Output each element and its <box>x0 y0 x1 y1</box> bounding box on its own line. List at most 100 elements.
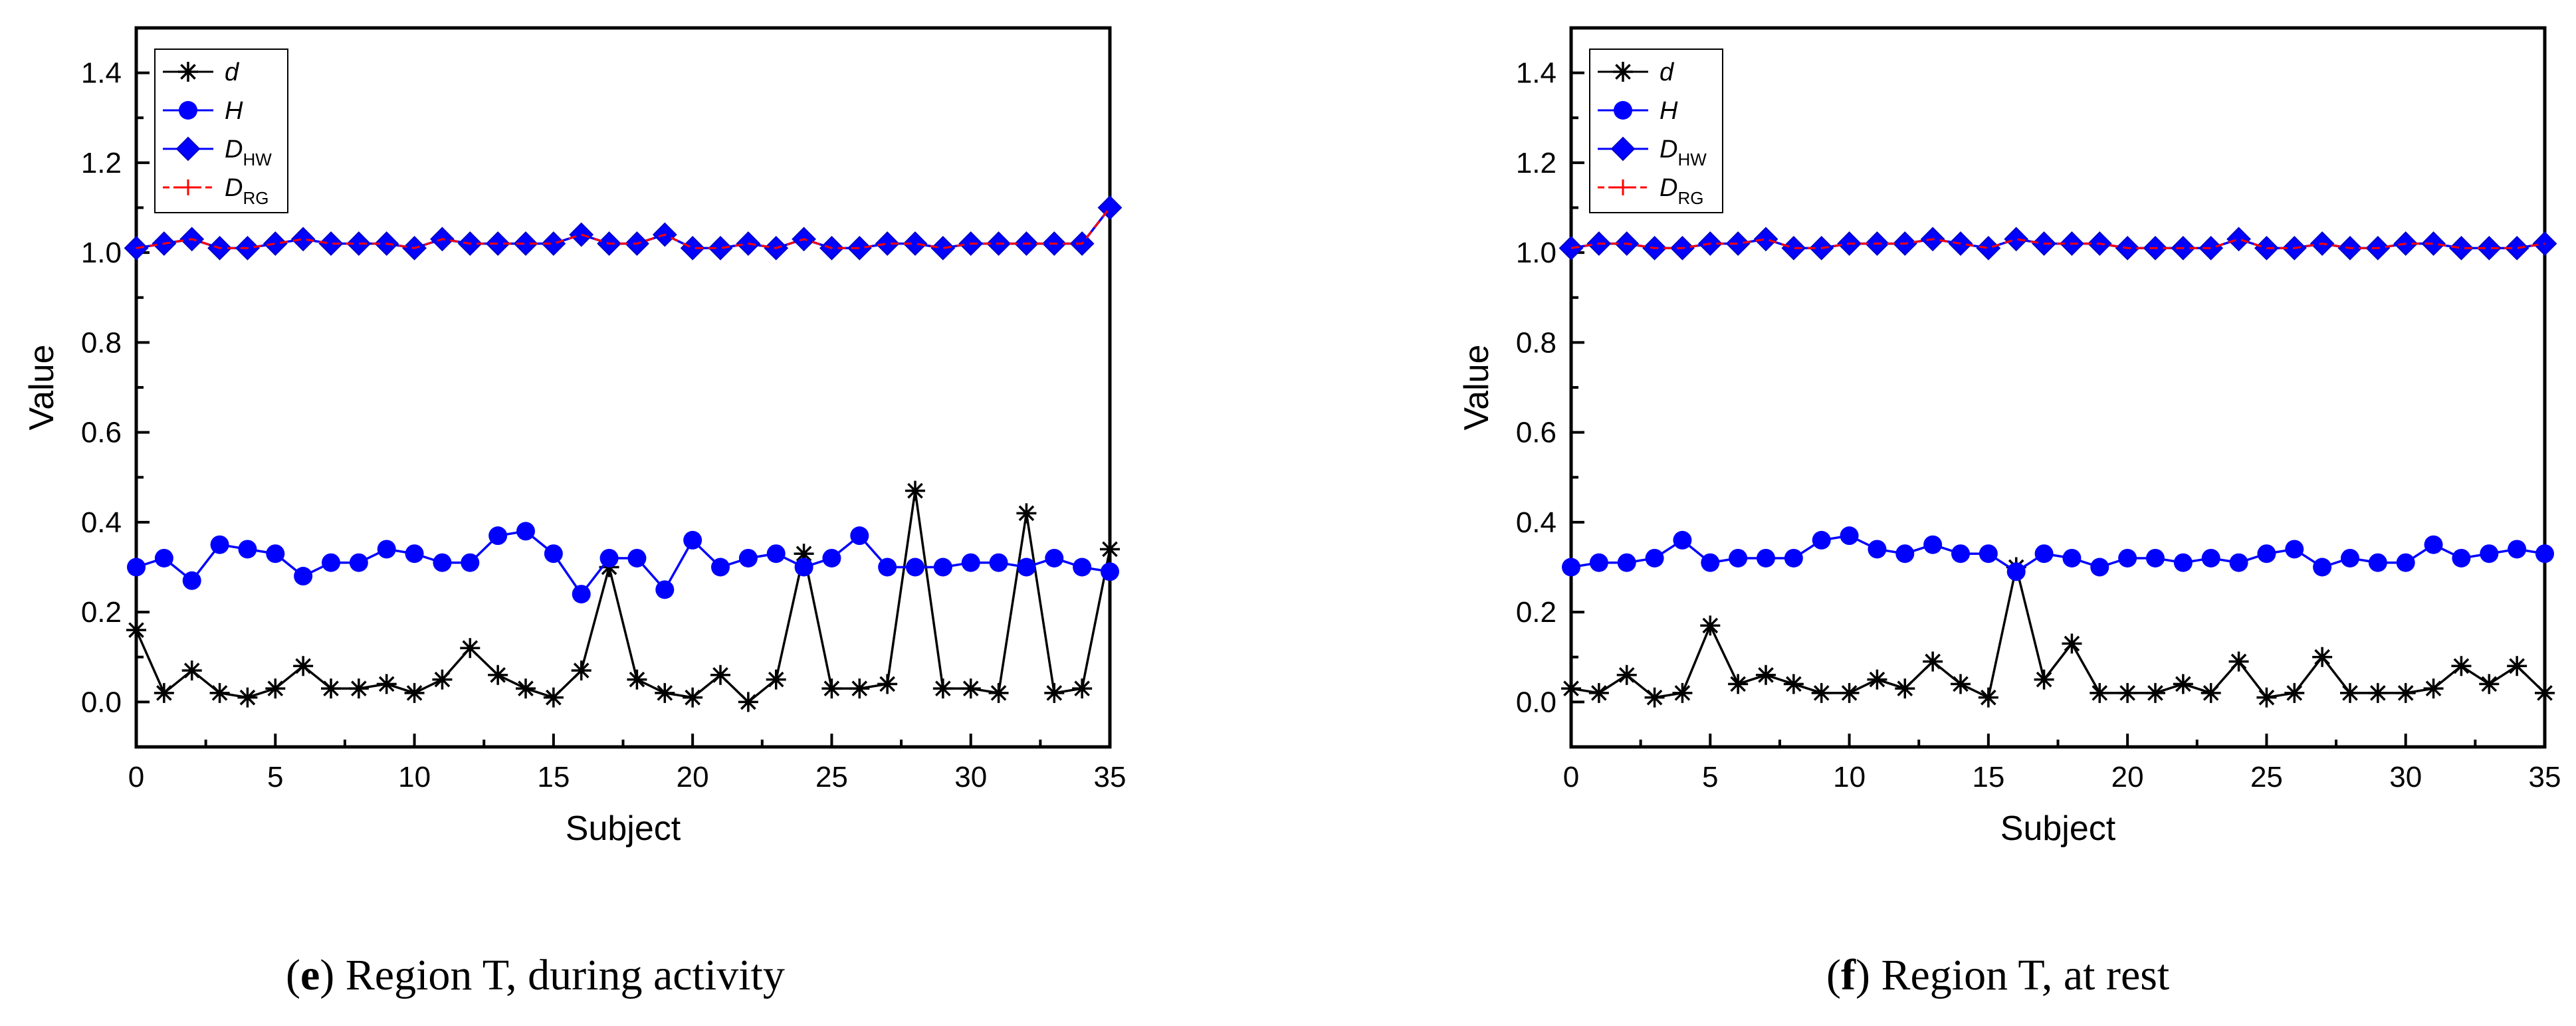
data-point <box>1017 558 1036 577</box>
data-point <box>2476 235 2502 260</box>
data-point <box>1672 682 1693 703</box>
data-point <box>2452 548 2471 567</box>
data-point <box>488 665 508 685</box>
data-point <box>2173 553 2193 572</box>
data-point <box>683 687 703 708</box>
y-tick-label: 1.2 <box>81 147 122 179</box>
data-point <box>237 687 258 708</box>
y-tick-label: 0.4 <box>81 506 122 539</box>
data-point <box>2145 682 2165 703</box>
series-line <box>135 490 1111 704</box>
x-axis-title: Subject <box>2000 809 2116 848</box>
data-point <box>460 638 481 659</box>
data-point <box>293 656 314 676</box>
chart-panel-f: 0.0 0.2 0.4 0.6 0.8 1.0 1.2 1.4 0 5 10 15 20 25 30 35 Su… <box>1457 26 2561 848</box>
data-point <box>599 548 619 567</box>
data-point <box>1589 553 1608 572</box>
data-point <box>1562 558 1580 577</box>
legend-label: d <box>1660 58 1675 86</box>
data-point <box>1979 544 1998 564</box>
series-DHW <box>1558 227 2557 260</box>
y-tick-label: 0.0 <box>1516 686 1556 718</box>
legend-box <box>154 49 288 213</box>
data-point <box>933 558 952 577</box>
data-point <box>1811 682 1832 703</box>
data-point <box>1756 665 1776 685</box>
data-point <box>903 231 928 256</box>
legend-marker <box>1615 179 1631 195</box>
data-point <box>1725 231 1751 256</box>
data-point <box>1840 526 1859 546</box>
data-point <box>1072 678 1093 699</box>
data-point <box>2118 548 2137 567</box>
data-point <box>2421 231 2446 256</box>
data-point <box>569 222 594 247</box>
data-point <box>1100 539 1120 560</box>
legend-marker <box>180 179 196 195</box>
data-point <box>376 674 397 694</box>
data-point <box>1951 544 1970 564</box>
data-point <box>2034 669 2054 690</box>
legend-marker <box>178 62 198 82</box>
data-point <box>2090 558 2109 577</box>
x-axis-title: Subject <box>566 809 681 848</box>
legend-label: d <box>225 58 240 86</box>
caption-f: (f) Region T, at rest <box>1826 951 2170 999</box>
data-point <box>2449 235 2474 260</box>
data-point <box>2508 540 2527 559</box>
data-point <box>932 678 953 699</box>
chart-panel-e: 0.0 0.2 0.4 0.6 0.8 1.0 1.2 1.4 0 5 10 15 20 25 30 35 Su… <box>23 26 1126 848</box>
data-point <box>2451 656 2472 676</box>
data-point <box>1978 687 1998 708</box>
x-tick-label: 10 <box>398 761 431 793</box>
data-point <box>571 661 591 681</box>
x-tick-label: 20 <box>677 761 709 793</box>
x-tick-label: 30 <box>2389 761 2422 793</box>
data-point <box>1895 678 1915 699</box>
data-point <box>738 692 758 712</box>
legend-marker <box>1610 136 1636 161</box>
y-tick-label: 0.8 <box>1516 326 1556 359</box>
data-point <box>1753 227 1778 252</box>
data-point <box>294 567 313 586</box>
data-point <box>346 231 372 256</box>
data-point <box>850 526 869 546</box>
data-point <box>1645 548 1664 567</box>
data-point <box>2480 544 2499 564</box>
data-point <box>2229 553 2248 572</box>
data-point <box>989 553 1008 572</box>
data-point <box>543 687 564 708</box>
data-point <box>2117 682 2138 703</box>
data-point <box>1073 558 1092 577</box>
data-point <box>1923 535 1943 554</box>
y-axis-title: Value <box>23 344 61 430</box>
data-point <box>2368 553 2387 572</box>
series-DRG <box>1570 238 2545 249</box>
data-point <box>2424 535 2443 554</box>
data-point <box>988 682 1009 703</box>
data-point <box>738 548 758 567</box>
data-point <box>2006 562 2026 581</box>
data-point <box>822 548 841 567</box>
data-point <box>1729 548 1748 567</box>
x-tick-label: 25 <box>2250 761 2283 793</box>
data-point <box>181 661 202 681</box>
data-point <box>906 558 924 577</box>
data-point <box>377 540 396 559</box>
data-point <box>821 678 842 699</box>
data-point <box>1701 553 1720 572</box>
data-point <box>627 669 647 690</box>
data-point <box>683 530 702 550</box>
data-point <box>2535 682 2555 703</box>
data-point <box>209 682 230 703</box>
legend-box <box>1589 49 1723 213</box>
x-tick-label: 15 <box>537 761 570 793</box>
y-tick-label: 0.6 <box>1516 417 1556 449</box>
y-tick-label: 0.2 <box>1516 596 1556 629</box>
legend-marker <box>179 101 197 120</box>
data-point <box>488 526 508 546</box>
data-point <box>878 558 897 577</box>
data-point <box>182 571 201 590</box>
data-point <box>126 620 146 641</box>
